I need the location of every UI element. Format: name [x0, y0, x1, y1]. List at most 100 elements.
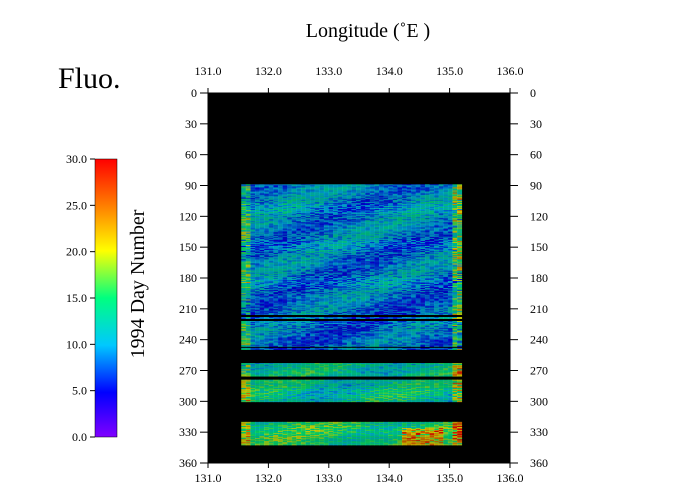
heatmap-cell [388, 282, 394, 283]
heatmap-cell [388, 245, 394, 246]
heatmap-cell [273, 200, 279, 202]
heatmap-cell [241, 245, 247, 246]
heatmap-cell [434, 218, 440, 220]
heatmap-cell [415, 190, 421, 192]
heatmap-cell [438, 217, 444, 219]
heatmap-cell [457, 274, 463, 276]
heatmap-cell [259, 273, 265, 275]
heatmap-cell [346, 272, 352, 274]
heatmap-cell [291, 276, 297, 278]
heatmap-cell [241, 246, 247, 247]
heatmap-cell [323, 244, 329, 245]
heatmap-cell [392, 227, 398, 229]
heatmap-cell [333, 282, 339, 283]
heatmap-cell [397, 228, 403, 230]
heatmap-cell [401, 194, 407, 196]
heatmap-cell [365, 214, 371, 216]
heatmap-cell [277, 187, 283, 189]
heatmap-cell [452, 210, 458, 211]
heatmap-cell [333, 269, 339, 271]
heatmap-cell [383, 230, 389, 232]
heatmap-cell [282, 269, 288, 271]
heatmap-cell [438, 195, 444, 197]
heatmap-cell [300, 253, 306, 255]
heatmap-cell [392, 236, 398, 238]
heatmap-cell [328, 286, 334, 287]
heatmap-cell [457, 195, 463, 197]
heatmap-cell [310, 212, 316, 213]
heatmap-cell [346, 204, 352, 205]
heatmap-cell [411, 197, 417, 199]
heatmap-cell [356, 284, 362, 285]
heatmap-cell [300, 211, 306, 212]
heatmap-cell [406, 216, 412, 218]
heatmap-cell [420, 287, 426, 289]
heatmap-cell [374, 241, 380, 242]
heatmap-cell [383, 239, 389, 241]
heatmap-cell [314, 254, 320, 256]
heatmap-cell [250, 262, 256, 264]
heatmap-cell [287, 250, 293, 252]
heatmap-cell [342, 237, 348, 239]
heatmap-cell [328, 276, 334, 278]
heatmap-cell [268, 280, 274, 281]
heatmap-cell [291, 190, 297, 192]
heatmap-cell [291, 186, 297, 188]
heatmap-cell [420, 217, 426, 219]
heatmap-cell [452, 235, 458, 237]
heatmap-cell [296, 231, 302, 233]
heatmap-cell [323, 204, 329, 205]
heatmap-cell [447, 239, 453, 241]
heatmap-cell [310, 193, 316, 195]
heatmap-cell [365, 185, 371, 187]
heatmap-cell [282, 275, 288, 277]
heatmap-cell [351, 225, 357, 227]
heatmap-cell [397, 274, 403, 276]
heatmap-cell [250, 248, 256, 249]
heatmap-cell [296, 220, 302, 222]
heatmap-cell [415, 286, 421, 287]
heatmap-cell [337, 250, 343, 252]
heatmap-cell [277, 283, 283, 284]
heatmap-cell [374, 260, 380, 262]
heatmap-cell [264, 273, 270, 275]
heatmap-cell [264, 206, 270, 207]
heatmap-cell [264, 288, 270, 290]
heatmap-cell [255, 267, 260, 269]
heatmap-cell [287, 191, 293, 193]
heatmap-cell [374, 243, 380, 244]
heatmap-cell [388, 215, 394, 217]
heatmap-cell [447, 198, 453, 200]
heatmap-cell [346, 258, 352, 260]
heatmap-cell [245, 197, 251, 199]
heatmap-cell [277, 218, 283, 220]
heatmap-cell [337, 225, 343, 227]
heatmap-cell [259, 232, 265, 234]
heatmap-cell [277, 231, 283, 233]
heatmap-cell [447, 236, 453, 238]
heatmap-cell [379, 193, 384, 195]
heatmap-cell [273, 213, 279, 215]
heatmap-cell [277, 202, 283, 204]
heatmap-cell [296, 202, 302, 204]
heatmap-cell [277, 271, 283, 273]
heatmap-cell [369, 224, 375, 226]
heatmap-cell [282, 282, 288, 283]
heatmap-cell [420, 184, 426, 186]
heatmap-cell [259, 229, 265, 231]
heatmap-cell [374, 267, 380, 269]
heatmap-cell [245, 235, 251, 237]
heatmap-cell [245, 250, 251, 252]
heatmap-cell [264, 224, 270, 226]
heatmap-cell [287, 252, 293, 254]
heatmap-cell [245, 195, 251, 197]
heatmap-cell [369, 217, 375, 219]
heatmap-cell [434, 261, 440, 263]
heatmap-cell [241, 225, 247, 227]
heatmap-cell [342, 282, 348, 283]
heatmap-cell [392, 287, 398, 289]
heatmap-cell [346, 193, 352, 195]
heatmap-cell [250, 247, 256, 248]
heatmap-cell [452, 186, 458, 188]
heatmap-cell [296, 275, 302, 277]
